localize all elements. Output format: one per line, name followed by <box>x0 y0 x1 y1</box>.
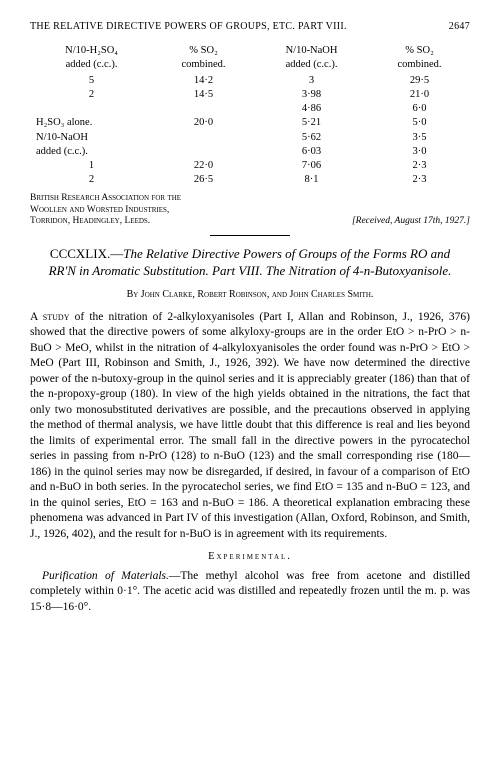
table-cell: 21·0 <box>369 88 470 102</box>
col4-header: % SO₂ combined. <box>369 44 470 74</box>
table-cell: 3·0 <box>369 145 470 159</box>
header-cell-line: % SO₂ <box>159 44 248 58</box>
header-cell-line: N/10-H₂SO₄ <box>36 44 147 58</box>
table-cell: 5·62 <box>254 131 369 145</box>
table-cell: added (c.c.). <box>30 145 153 159</box>
paragraph-lead: A study <box>30 311 69 323</box>
affiliation-line: Woollen and Worsted Industries, <box>30 205 181 216</box>
table-cell: 3·98 <box>254 88 369 102</box>
table-row: 122·07·062·3 <box>30 159 470 173</box>
table-cell: 5 <box>30 74 153 88</box>
experimental-paragraph: Purification of Materials.—The methyl al… <box>30 569 470 616</box>
table-cell <box>153 131 254 145</box>
body-paragraph: A study of the nitration of 2-alkyloxyan… <box>30 310 470 543</box>
header-cell-line: N/10-NaOH <box>260 44 363 58</box>
table-row: 4·866·0 <box>30 102 470 116</box>
table-cell: 26·5 <box>153 173 254 187</box>
affiliation-line: Torridon, Headingley, Leeds. <box>30 216 181 227</box>
table-cell: 20·0 <box>153 116 254 130</box>
col2-header: % SO₂ combined. <box>153 44 254 74</box>
table-row: 226·58·12·3 <box>30 173 470 187</box>
running-head: THE RELATIVE DIRECTIVE POWERS OF GROUPS,… <box>30 20 470 34</box>
table-cell: 4·86 <box>254 102 369 116</box>
header-cell-line: combined. <box>159 58 248 72</box>
table-cell: 22·0 <box>153 159 254 173</box>
table-cell: 6·03 <box>254 145 369 159</box>
table-cell: 2 <box>30 88 153 102</box>
journal-page: THE RELATIVE DIRECTIVE POWERS OF GROUPS,… <box>0 0 500 635</box>
table-cell: 14·2 <box>153 74 254 88</box>
table-row: 214·53·9821·0 <box>30 88 470 102</box>
table-cell: 5·21 <box>254 116 369 130</box>
table-row: 514·2329·5 <box>30 74 470 88</box>
table-cell: 5·0 <box>369 116 470 130</box>
subsection-heading: Purification of Materials. <box>42 570 169 582</box>
affiliation-line: British Research Association for the <box>30 193 181 204</box>
col3-header: N/10-NaOH added (c.c.). <box>254 44 369 74</box>
table-cell: 3·5 <box>369 131 470 145</box>
table-cell <box>30 102 153 116</box>
author-line: By John Clarke, Robert Robinson, and Joh… <box>30 288 470 302</box>
header-cell-line: combined. <box>375 58 464 72</box>
table-cell: 8·1 <box>254 173 369 187</box>
affiliation-block: British Research Association for the Woo… <box>30 193 470 227</box>
affiliation-text: British Research Association for the Woo… <box>30 193 181 227</box>
table-cell: N/10-NaOH <box>30 131 153 145</box>
table-cell: 14·5 <box>153 88 254 102</box>
table-cell: 29·5 <box>369 74 470 88</box>
table-body: 514·2329·5214·53·9821·04·866·0H₂SO₃ alon… <box>30 74 470 187</box>
section-heading: Experimental. <box>30 550 470 564</box>
running-head-left: THE RELATIVE DIRECTIVE POWERS OF GROUPS,… <box>30 20 347 34</box>
header-cell-line: % SO₂ <box>375 44 464 58</box>
header-cell-line: added (c.c.). <box>36 58 147 72</box>
table-row: N/10-NaOH 5·623·5 <box>30 131 470 145</box>
col1-header: N/10-H₂SO₄ added (c.c.). <box>30 44 153 74</box>
page-number: 2647 <box>449 20 470 34</box>
table-cell: 2 <box>30 173 153 187</box>
table-row: added (c.c.). 6·033·0 <box>30 145 470 159</box>
article-title: CCCXLIX.—The Relative Directive Powers o… <box>44 246 456 280</box>
article-number: CCCXLIX.— <box>50 246 123 261</box>
table-cell: 2·3 <box>369 173 470 187</box>
table-cell: 3 <box>254 74 369 88</box>
table-cell <box>153 102 254 116</box>
table-cell: 7·06 <box>254 159 369 173</box>
body-text: of the nitration of 2-alkyloxyanisoles (… <box>30 311 470 540</box>
table-row: H₂SO₃ alone.20·05·215·0 <box>30 116 470 130</box>
table-cell: H₂SO₃ alone. <box>30 116 153 130</box>
table-cell <box>153 145 254 159</box>
table-cell: 1 <box>30 159 153 173</box>
data-table: N/10-H₂SO₄ added (c.c.). % SO₂ combined.… <box>30 44 470 188</box>
header-cell-line: added (c.c.). <box>260 58 363 72</box>
table-cell: 2·3 <box>369 159 470 173</box>
table-header-row: N/10-H₂SO₄ added (c.c.). % SO₂ combined.… <box>30 44 470 74</box>
table-cell: 6·0 <box>369 102 470 116</box>
received-date: [Received, August 17th, 1927.] <box>352 215 470 228</box>
section-divider <box>210 235 290 236</box>
